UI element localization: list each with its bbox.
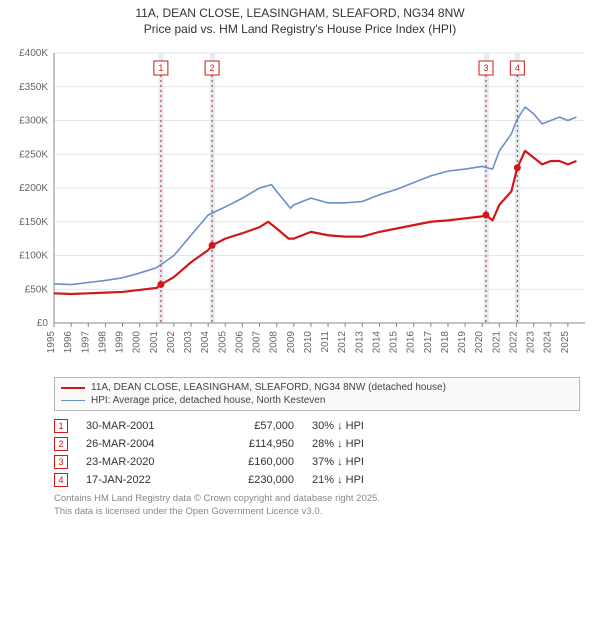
svg-text:£200K: £200K	[19, 183, 48, 194]
footer: Contains HM Land Registry data © Crown c…	[54, 493, 580, 518]
sale-date: 17-JAN-2022	[86, 474, 196, 486]
svg-text:2004: 2004	[200, 331, 211, 354]
svg-text:2018: 2018	[440, 331, 451, 354]
svg-text:1: 1	[158, 63, 163, 73]
sale-marker: 1	[54, 419, 68, 433]
svg-text:2006: 2006	[234, 331, 245, 354]
sale-price: £160,000	[214, 456, 294, 468]
footer-line-1: Contains HM Land Registry data © Crown c…	[54, 493, 580, 505]
title-line-1: 11A, DEAN CLOSE, LEASINGHAM, SLEAFORD, N…	[0, 6, 600, 22]
sale-price: £57,000	[214, 420, 294, 432]
sales-row: 4 17-JAN-2022 £230,000 21% ↓ HPI	[54, 471, 580, 489]
sales-row: 1 30-MAR-2001 £57,000 30% ↓ HPI	[54, 417, 580, 435]
chart-area: £0 £50K £100K £150K £200K £250K £300K £350K £400…	[0, 43, 600, 373]
legend-swatch	[61, 400, 85, 401]
svg-text:1998: 1998	[97, 331, 108, 354]
svg-text:2021: 2021	[491, 331, 502, 354]
sale-pct: 30% ↓ HPI	[312, 420, 402, 432]
svg-text:2000: 2000	[132, 331, 143, 354]
svg-text:2015: 2015	[389, 331, 400, 354]
sale-pct: 21% ↓ HPI	[312, 474, 402, 486]
svg-text:1996: 1996	[63, 331, 74, 354]
svg-text:2002: 2002	[166, 331, 177, 354]
sale-date: 30-MAR-2001	[86, 420, 196, 432]
svg-text:2023: 2023	[526, 331, 537, 354]
legend-swatch	[61, 387, 85, 389]
legend-row: 11A, DEAN CLOSE, LEASINGHAM, SLEAFORD, N…	[61, 381, 573, 394]
svg-text:2010: 2010	[303, 331, 314, 354]
sale-date: 23-MAR-2020	[86, 456, 196, 468]
svg-text:2007: 2007	[252, 331, 263, 354]
svg-text:£350K: £350K	[19, 82, 48, 93]
chart-container: 11A, DEAN CLOSE, LEASINGHAM, SLEAFORD, N…	[0, 0, 600, 620]
title-line-2: Price paid vs. HM Land Registry's House …	[0, 22, 600, 38]
sale-date: 26-MAR-2004	[86, 438, 196, 450]
svg-text:2003: 2003	[183, 331, 194, 354]
sales-table: 1 30-MAR-2001 £57,000 30% ↓ HPI 2 26-MAR-2004…	[54, 417, 580, 489]
sales-row: 2 26-MAR-2004 £114,950 28% ↓ HPI	[54, 435, 580, 453]
footer-line-2: This data is licensed under the Open Gov…	[54, 506, 580, 518]
svg-text:1995: 1995	[46, 331, 57, 354]
svg-text:2017: 2017	[423, 331, 434, 354]
title-block: 11A, DEAN CLOSE, LEASINGHAM, SLEAFORD, N…	[0, 0, 600, 39]
svg-text:£150K: £150K	[19, 217, 48, 228]
svg-text:2020: 2020	[474, 331, 485, 354]
svg-text:£300K: £300K	[19, 116, 48, 127]
svg-text:£0: £0	[37, 318, 49, 329]
svg-text:2001: 2001	[149, 331, 160, 354]
svg-text:1997: 1997	[80, 331, 91, 354]
svg-text:4: 4	[515, 63, 520, 73]
legend-label: 11A, DEAN CLOSE, LEASINGHAM, SLEAFORD, N…	[91, 382, 446, 393]
svg-text:2009: 2009	[286, 331, 297, 354]
legend-label: HPI: Average price, detached house, Nort…	[91, 395, 325, 406]
sale-marker: 3	[54, 455, 68, 469]
svg-text:2013: 2013	[354, 331, 365, 354]
svg-text:2016: 2016	[406, 331, 417, 354]
svg-text:2019: 2019	[457, 331, 468, 354]
svg-text:2012: 2012	[337, 331, 348, 354]
svg-text:£250K: £250K	[19, 149, 48, 160]
svg-text:£50K: £50K	[25, 284, 49, 295]
legend-row: HPI: Average price, detached house, Nort…	[61, 394, 573, 407]
svg-text:3: 3	[483, 63, 488, 73]
line-chart: £0 £50K £100K £150K £200K £250K £300K £350K £400…	[0, 43, 600, 373]
legend: 11A, DEAN CLOSE, LEASINGHAM, SLEAFORD, N…	[54, 377, 580, 411]
sale-marker: 4	[54, 473, 68, 487]
svg-text:2: 2	[210, 63, 215, 73]
sale-pct: 28% ↓ HPI	[312, 438, 402, 450]
svg-text:2022: 2022	[508, 331, 519, 354]
svg-text:2025: 2025	[560, 331, 571, 354]
svg-text:2024: 2024	[543, 331, 554, 354]
sale-marker: 2	[54, 437, 68, 451]
svg-text:2014: 2014	[371, 331, 382, 354]
svg-text:2011: 2011	[320, 331, 331, 353]
svg-text:£100K: £100K	[19, 251, 48, 262]
svg-text:2008: 2008	[269, 331, 280, 354]
svg-text:2005: 2005	[217, 331, 228, 354]
svg-text:£400K: £400K	[19, 48, 48, 59]
sale-price: £230,000	[214, 474, 294, 486]
svg-text:1999: 1999	[115, 331, 126, 354]
sales-row: 3 23-MAR-2020 £160,000 37% ↓ HPI	[54, 453, 580, 471]
sale-pct: 37% ↓ HPI	[312, 456, 402, 468]
sale-price: £114,950	[214, 438, 294, 450]
